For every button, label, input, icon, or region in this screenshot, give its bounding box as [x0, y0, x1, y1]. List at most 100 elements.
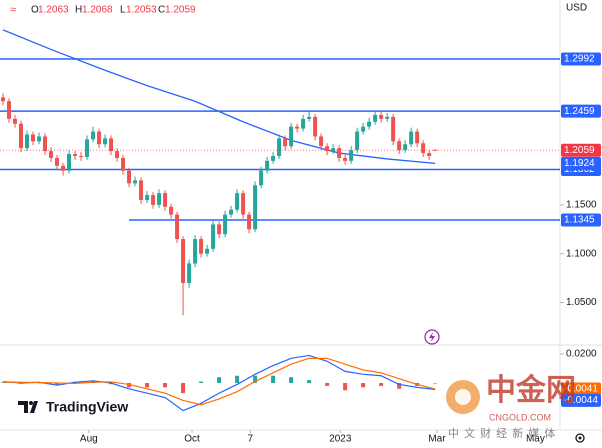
lightning-icon[interactable] [424, 329, 440, 345]
x-tick-label: Oct [184, 434, 200, 445]
signal-badge: -0.0041 [564, 384, 598, 395]
level-badge-bg [561, 52, 601, 66]
candle-body [103, 138, 108, 145]
watermark-url: CNGOLD.COM [489, 412, 551, 422]
candle-body [91, 131, 96, 140]
macd-line [2, 354, 436, 412]
level-badge-bg [561, 213, 601, 227]
ohlc-label: C [158, 5, 165, 16]
candle-body [235, 193, 240, 210]
macd-histogram-bar [379, 383, 384, 386]
candle-body [391, 116, 396, 142]
candle-body [283, 138, 288, 147]
ma-badge-bg [561, 156, 601, 170]
macd-histogram-bar [199, 381, 204, 384]
candle-body [409, 131, 414, 145]
candle-body [169, 206, 174, 215]
currency-label[interactable]: USD [566, 3, 587, 14]
candle-body [49, 151, 54, 158]
candle-body [67, 154, 72, 171]
ohlc-value: 1.2063 [38, 5, 69, 16]
candle-body [349, 150, 354, 161]
tagline: 中 文 财 经 新 媒 体 [448, 426, 556, 440]
y-tick-label: 1.1500 [566, 199, 597, 210]
candle-body [241, 193, 246, 215]
candle-body [163, 193, 168, 207]
x-tick-label: May [526, 434, 545, 445]
watermark-text: 中金网 [486, 373, 576, 407]
ohlc-label: L [120, 5, 126, 16]
candle-body [133, 180, 138, 184]
candle-body [373, 114, 378, 122]
candle-body [121, 157, 126, 171]
macd-histogram-bar [289, 377, 294, 384]
plot-area [0, 29, 560, 412]
candle-body [25, 134, 30, 149]
x-tick-label: 7 [248, 434, 254, 445]
macd-histogram-bar [361, 383, 366, 388]
ohlc-value: 1.2068 [82, 5, 113, 16]
candle-body [247, 214, 252, 230]
candle-body [397, 141, 402, 151]
macd-histogram-bar [433, 383, 438, 384]
macd-histogram-bar [397, 383, 402, 389]
candle-body [223, 214, 228, 235]
candle-body [19, 123, 24, 149]
candle-body [205, 248, 210, 254]
ma-badge: 1.1924 [564, 158, 595, 169]
candle-body [331, 148, 336, 152]
y-tick-label: 1.1000 [566, 248, 597, 259]
candle-body [379, 114, 384, 119]
candle-body [127, 170, 132, 184]
candle-body [403, 144, 408, 151]
candle-body [55, 157, 60, 166]
candle-body [421, 143, 426, 154]
candle-body [13, 118, 18, 124]
current-price-badge-bg [561, 143, 601, 157]
candle-body [7, 101, 12, 119]
macd-histogram-bar [55, 383, 60, 386]
macd-histogram-bar [325, 383, 330, 386]
candle-body [343, 157, 348, 161]
candle-body [139, 180, 144, 200]
macd-histogram-bar [145, 383, 150, 388]
signal-line [3, 357, 436, 406]
candle-body [31, 134, 36, 142]
candle-body [253, 185, 258, 230]
candle-body [97, 131, 102, 145]
candle-body [229, 209, 234, 215]
candle-body [265, 160, 270, 171]
candle-body [109, 138, 114, 152]
level-badge-bg [561, 104, 601, 118]
ohlc-label: H [75, 5, 82, 16]
signal-badge-bg [561, 382, 601, 396]
macd-histogram-bar [217, 377, 222, 384]
macd-y-tick-label: 0.0200 [566, 349, 597, 360]
x-tick-label: 2023 [329, 434, 352, 445]
macd-histogram-bar [271, 375, 276, 384]
ohlc-value: 1.2053 [126, 5, 157, 16]
candle-body [1, 97, 6, 102]
tradingview-logo[interactable]: TradingView [8, 392, 140, 422]
axes: 1.0500 1.1000 1.1500 0.0200 Aug Oct 7 2023 Mar Ma… [80, 52, 601, 445]
macd-histogram-bar [343, 383, 348, 391]
settings-icon[interactable] [575, 433, 585, 443]
level-badge: 1.2459 [564, 106, 595, 117]
macd-badge: -0.0044 [564, 395, 598, 406]
candle-body [79, 155, 84, 157]
ohlc-label: O [31, 5, 39, 16]
macd-badge-bg [561, 393, 601, 407]
macd-histogram-bar [127, 383, 132, 388]
candle-body [37, 136, 42, 142]
candle-body [277, 138, 282, 156]
candle-body [295, 126, 300, 129]
candle-body [217, 224, 222, 235]
candle-body [355, 131, 360, 151]
macd-histogram-bar [235, 375, 240, 384]
candle-body [319, 136, 324, 147]
macd-histogram-bar [163, 383, 168, 388]
candle-body [151, 195, 156, 205]
candle-body [337, 148, 342, 158]
